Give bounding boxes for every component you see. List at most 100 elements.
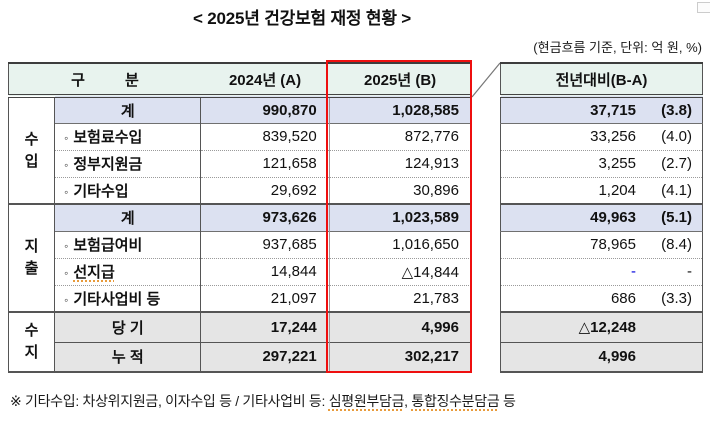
table-header-row: 구 분 2024년 (A) 2025년 (B) (8, 63, 472, 98)
row-label-text: 기타사업비 등 (73, 290, 161, 308)
table-row: 지 출 계 973,626 1,023,589 (8, 203, 472, 312)
section-label-expense: 지 출 (8, 203, 56, 312)
bullet-icon: ◦ (64, 131, 69, 145)
page-title: < 2025년 건강보험 재정 현황 > (192, 9, 412, 28)
cell-2024: 29,692 (200, 176, 330, 204)
cell-diff-pct: (5.1) (661, 209, 692, 227)
row-label: 계 (54, 95, 202, 123)
row-label: ◦ 보험급여비 (54, 230, 202, 258)
cell-2025: 872,776 (329, 122, 472, 150)
table-row: ◦ 보험급여비 937,685 1,016,650 (9, 230, 472, 258)
table-row: ◦ 기타수입 29,692 30,896 (9, 176, 472, 204)
col-header-2024: 2024년 (A) (200, 63, 330, 98)
row-label-text: 선지급 (73, 264, 115, 281)
table-header-row: 전년대비(B-A) (500, 63, 703, 98)
table-row: 37,715 (3.8) (500, 95, 703, 123)
cell-2025: 1,023,589 (329, 203, 472, 231)
cell-2025: 21,783 (329, 284, 472, 312)
row-label-text: 보험료수입 (73, 129, 143, 146)
row-label: ◦ 정부지원금 (54, 149, 202, 177)
cell-2025: 1,028,585 (329, 95, 472, 123)
row-label: ◦ 선지급 (54, 257, 202, 285)
footnote: ※ 기타수입: 차상위지원금, 이자수입 등 / 기타사업비 등: 심평원부담금… (10, 391, 516, 411)
cell-diff-value: - (631, 263, 636, 280)
table-row: 78,965 (8.4) (500, 230, 703, 258)
cell-diff-value: 686 (610, 289, 636, 307)
cell-diff-pct: (3.8) (661, 101, 692, 119)
cell-diff-value: 37,715 (590, 101, 636, 119)
footnote-text: ※ 기타수입: 차상위지원금, 이자수입 등 / 기타사업비 등: (10, 393, 329, 409)
cell-2024: 839,520 (200, 122, 330, 150)
cell-2024: 297,221 (200, 341, 330, 372)
cell-2024: 973,626 (200, 203, 330, 231)
col-header-category: 구 분 (8, 63, 201, 98)
table-row: 누 적 297,221 302,217 (9, 341, 472, 372)
col-header-2025: 2025년 (B) (329, 63, 472, 98)
cell-2025: 302,217 (329, 341, 472, 372)
bullet-icon: ◦ (64, 239, 69, 253)
footnote-text: , (404, 393, 412, 409)
cell-2025: 124,913 (329, 149, 472, 177)
cell-2024: 21,097 (200, 284, 330, 312)
finance-table-diff: 전년대비(B-A) 37,715 (3.8) 33,256 (4.0) 3,255 (… (500, 62, 703, 373)
section-label-income: 수 입 (8, 95, 56, 204)
table-row: 1,204 (4.1) (500, 176, 703, 204)
col-header-diff: 전년대비(B-A) (500, 63, 703, 98)
table-row: 수 지 당 기 17,244 4,996 (8, 311, 472, 372)
footnote-term: 통합징수분담금 (411, 393, 500, 409)
table-row: 3,255 (2.7) (500, 149, 703, 177)
cell-diff-pct: (4.1) (661, 181, 692, 199)
window-corner-artifact (697, 2, 710, 13)
unit-note: (현금흐름 기준, 단위: 억 원, %) (533, 40, 702, 55)
table-row: ◦ 보험료수입 839,520 872,776 (9, 122, 472, 150)
footnote-term: 심평원부담금 (328, 393, 405, 409)
row-label: ◦ 보험료수입 (54, 122, 202, 150)
section-label-balance: 수 지 (8, 311, 56, 372)
finance-table-main: 구 분 2024년 (A) 2025년 (B) 수 입 계 990,870 1,… (8, 62, 472, 373)
cell-diff-pct: (4.0) (661, 128, 692, 145)
table-row: ◦ 선지급 14,844 △14,844 (9, 257, 472, 285)
row-label-text: 기타수입 (73, 182, 129, 200)
cell-diff-value: 33,256 (590, 128, 636, 145)
cell-diff-value: 78,965 (590, 236, 636, 253)
row-label: 당 기 (54, 311, 202, 342)
cell-diff-value: 1,204 (598, 181, 636, 199)
table-row: ◦ 기타사업비 등 21,097 21,783 (9, 284, 472, 312)
table-row: -- (500, 257, 703, 285)
row-label: 계 (54, 203, 202, 231)
table-row: 33,256 (4.0) (500, 122, 703, 150)
table-row: 수 입 계 990,870 1,028,585 (8, 95, 472, 204)
bullet-icon: ◦ (64, 158, 69, 172)
cell-diff-value: 4,996 (598, 348, 636, 366)
cell-diff-pct: (8.4) (661, 236, 692, 253)
cell-2025: 30,896 (329, 176, 472, 204)
cell-2024: 937,685 (200, 230, 330, 258)
cell-2024: 17,244 (200, 311, 330, 342)
row-label: ◦ 기타수입 (54, 176, 202, 204)
row-label-text: 보험급여비 (73, 237, 143, 254)
cell-diff-value: 3,255 (598, 155, 636, 172)
table-row: ◦ 정부지원금 121,658 124,913 (9, 149, 472, 177)
row-label: 누 적 (54, 341, 202, 372)
bullet-icon: ◦ (64, 292, 69, 307)
table-row: 49,963 (5.1) (500, 203, 703, 231)
cell-diff-pct: - (687, 263, 692, 280)
cell-2024: 14,844 (200, 257, 330, 285)
table-row: 4,996 (500, 341, 703, 372)
cell-2024: 990,870 (200, 95, 330, 123)
cell-2025: 4,996 (329, 311, 472, 342)
cell-2025: 1,016,650 (329, 230, 472, 258)
cell-diff-value: △12,248 (578, 319, 636, 337)
bullet-icon: ◦ (64, 266, 69, 280)
header-diagonal-line (471, 62, 501, 98)
row-label: ◦ 기타사업비 등 (54, 284, 202, 312)
cell-diff-pct: (2.7) (661, 155, 692, 172)
cell-2025: △14,844 (329, 257, 472, 285)
table-row: △12,248 (500, 311, 703, 342)
cell-2024: 121,658 (200, 149, 330, 177)
row-label-text: 정부지원금 (73, 156, 143, 173)
table-row: 686 (3.3) (500, 284, 703, 312)
footnote-text: 등 (499, 393, 516, 409)
bullet-icon: ◦ (64, 184, 69, 199)
